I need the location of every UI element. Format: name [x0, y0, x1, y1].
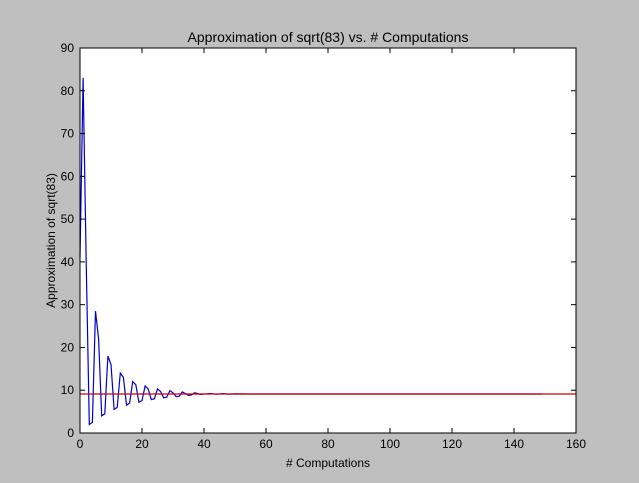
series-layer	[79, 77, 576, 426]
y-tick-label: 70	[61, 127, 75, 141]
y-axis-title: Approximation of sqrt(83)	[44, 173, 58, 308]
y-tick-label: 80	[61, 84, 75, 98]
y-tick-label: 30	[61, 298, 75, 312]
x-tick-label: 20	[135, 437, 149, 451]
chart-title: Approximation of sqrt(83) vs. # Computat…	[188, 29, 469, 45]
y-tick-label: 90	[61, 41, 75, 55]
x-tick-label: 0	[77, 437, 84, 451]
x-tick-label: 120	[442, 437, 462, 451]
x-tick-label: 100	[380, 437, 400, 451]
x-axis-title: # Computations	[286, 456, 370, 470]
x-tick-label: 160	[566, 437, 586, 451]
x-tick-label: 40	[197, 437, 211, 451]
y-tick-label: 50	[61, 212, 75, 226]
tick-layer: 0 20 40 60 80 100 120 140 160 0 10 20 30 40 50 60 70 80 90	[61, 41, 587, 451]
x-tick-label: 60	[259, 437, 273, 451]
y-tick-label: 0	[67, 426, 74, 440]
y-tick-label: 60	[61, 169, 75, 183]
plot-area	[80, 48, 576, 433]
y-tick-label: 10	[61, 383, 75, 397]
y-tick-label: 20	[61, 340, 75, 354]
x-tick-label: 140	[504, 437, 524, 451]
y-tick-label: 40	[61, 255, 75, 269]
x-tick-label: 80	[321, 437, 335, 451]
